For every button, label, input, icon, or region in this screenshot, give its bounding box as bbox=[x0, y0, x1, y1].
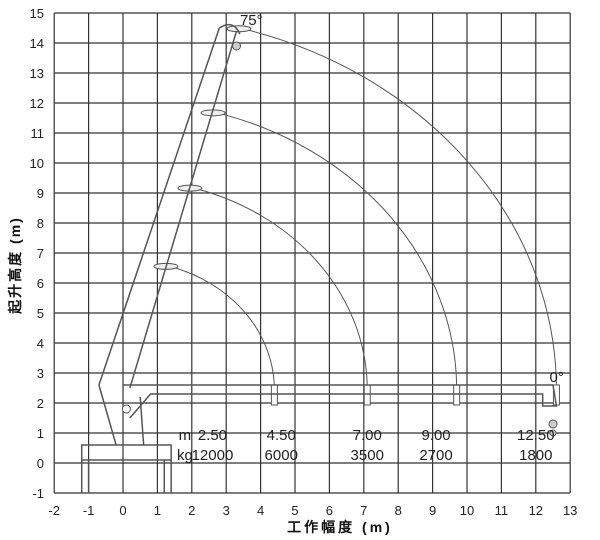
y-tick-label: 11 bbox=[31, 126, 45, 141]
load-value: 2700 bbox=[419, 447, 452, 464]
y-tick-label: 7 bbox=[37, 246, 44, 261]
pivot-icon bbox=[121, 404, 131, 414]
load-value: 6000 bbox=[265, 447, 298, 464]
x-tick-label: 1 bbox=[154, 503, 161, 518]
load-table: m kg 2.50 12000 4.50 6000 7.00 3500 9.00 2700 12.5… bbox=[177, 427, 555, 464]
radius-value: 12.50 bbox=[517, 427, 555, 444]
x-tick-label: 5 bbox=[291, 503, 298, 518]
x-tick-label: 12 bbox=[529, 503, 543, 518]
radius-value: 7.00 bbox=[353, 427, 382, 444]
radius-value: 9.00 bbox=[421, 427, 450, 444]
y-tick-label: 13 bbox=[30, 66, 44, 81]
y-tick-label: 14 bbox=[30, 36, 44, 51]
x-tick-label: 9 bbox=[429, 503, 436, 518]
y-tick-label: 10 bbox=[30, 156, 44, 171]
load-value: 3500 bbox=[351, 447, 384, 464]
hook-icon bbox=[232, 41, 242, 51]
x-tick-label: -2 bbox=[48, 503, 60, 518]
hook-icon bbox=[549, 429, 557, 437]
x-tick-label: 11 bbox=[495, 503, 509, 518]
y-tick-label: 4 bbox=[37, 336, 44, 351]
x-tick-label: 2 bbox=[188, 503, 195, 518]
boom-raised bbox=[98, 23, 241, 389]
working-range-arc bbox=[193, 187, 368, 392]
y-tick-label: -1 bbox=[32, 486, 44, 501]
y-axis-label: 起升高度 (m) bbox=[7, 216, 23, 315]
y-tick-label: 8 bbox=[37, 216, 44, 231]
working-range-arc bbox=[169, 265, 275, 392]
y-tick-label: 15 bbox=[30, 6, 44, 21]
angle-label-max: 75° bbox=[240, 12, 263, 29]
x-tick-label: 10 bbox=[460, 503, 474, 518]
x-tick-labels: -2 -1 0 1 2 3 4 5 6 7 8 9 10 11 12 13 bbox=[48, 503, 577, 518]
y-tick-label: 1 bbox=[37, 426, 44, 441]
x-tick-label: 13 bbox=[563, 503, 577, 518]
y-tick-label: 9 bbox=[37, 186, 44, 201]
y-tick-label: 3 bbox=[37, 366, 44, 381]
unit-radius: m bbox=[179, 427, 192, 444]
grid bbox=[53, 12, 571, 494]
working-range-arc bbox=[242, 28, 557, 392]
crane-base-outriggers bbox=[80, 384, 172, 493]
y-tick-label: 6 bbox=[37, 276, 44, 291]
boom-horizontal bbox=[123, 384, 558, 419]
angle-label-min: 0° bbox=[550, 369, 564, 386]
y-tick-label: 12 bbox=[30, 96, 44, 111]
x-tick-label: 8 bbox=[395, 503, 402, 518]
load-value: 12000 bbox=[192, 447, 234, 464]
crane-drawing bbox=[80, 23, 560, 493]
hook-icon bbox=[548, 419, 558, 429]
boom-section-joint bbox=[270, 384, 278, 406]
x-tick-label: 6 bbox=[326, 503, 333, 518]
y-tick-label: 2 bbox=[37, 396, 44, 411]
working-range-arcs bbox=[169, 28, 557, 392]
working-range-arc bbox=[216, 112, 458, 392]
y-tick-label: 0 bbox=[37, 456, 44, 471]
x-tick-label: 4 bbox=[257, 503, 264, 518]
load-value: 1800 bbox=[519, 447, 552, 464]
x-axis-label: 工作幅度 (m) bbox=[287, 519, 393, 535]
x-tick-label: 3 bbox=[223, 503, 230, 518]
x-tick-label: -1 bbox=[83, 503, 95, 518]
unit-load: kg bbox=[177, 447, 193, 464]
x-tick-label: 7 bbox=[360, 503, 367, 518]
y-tick-label: 5 bbox=[37, 306, 44, 321]
x-tick-label: 0 bbox=[119, 503, 126, 518]
radius-value: 4.50 bbox=[267, 427, 296, 444]
radius-value: 2.50 bbox=[198, 427, 227, 444]
boom-section-joint bbox=[453, 384, 461, 406]
boom-section-joint bbox=[363, 384, 371, 406]
